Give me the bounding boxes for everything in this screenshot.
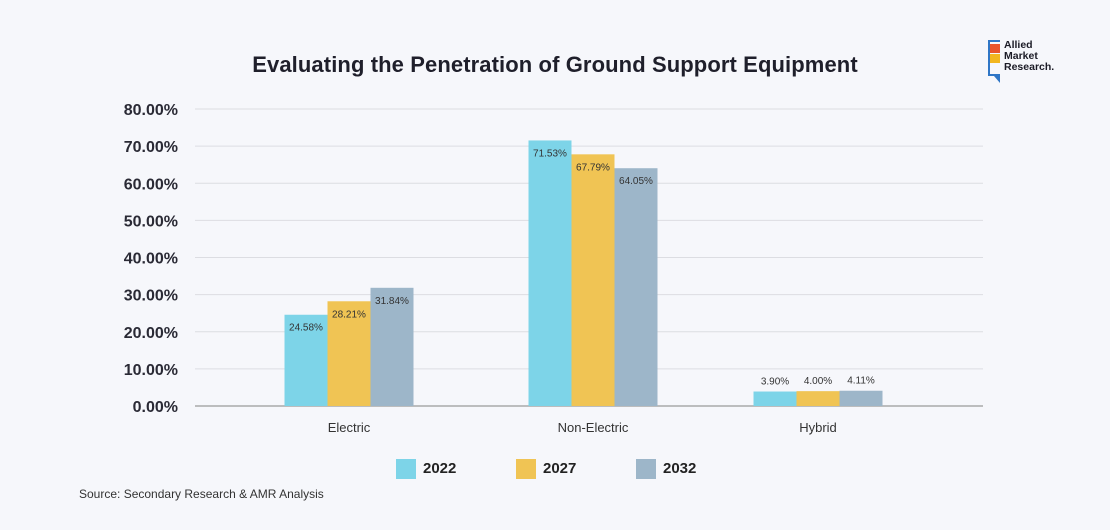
data-label: 64.05%: [619, 176, 653, 187]
bar-non-electric-2022: [528, 140, 572, 406]
allied-market-research-logo: Allied Market Research.: [986, 38, 1096, 84]
legend-swatch: [636, 459, 656, 479]
bar-hybrid-2032: [839, 390, 883, 406]
data-label: 24.58%: [289, 323, 323, 334]
x-tick-label: Electric: [328, 420, 371, 435]
y-tick-label: 20.00%: [124, 325, 178, 342]
y-tick-label: 50.00%: [124, 213, 178, 230]
data-label: 3.90%: [761, 377, 789, 388]
logo-line: Research.: [1004, 61, 1055, 73]
data-label: 4.00%: [804, 376, 832, 387]
logo-line: Market: [1004, 50, 1038, 62]
bar-hybrid-2022: [753, 391, 797, 406]
bar-electric-2022: [284, 314, 328, 406]
data-label: 4.11%: [847, 376, 875, 387]
y-tick-label: 60.00%: [124, 176, 178, 193]
bar-electric-2027: [327, 301, 371, 406]
legend-label: 2027: [543, 460, 577, 477]
bar-non-electric-2032: [614, 168, 658, 406]
bars-layer: [284, 140, 883, 406]
y-tick-label: 10.00%: [124, 362, 178, 379]
chart-title: Evaluating the Penetration of Ground Sup…: [252, 52, 858, 77]
y-tick-label: 70.00%: [124, 139, 178, 156]
data-label: 67.79%: [576, 162, 610, 173]
x-tick-label: Non-Electric: [558, 420, 629, 435]
legend-label: 2032: [663, 460, 697, 477]
y-tick-label: 0.00%: [133, 399, 178, 416]
logo-wordmark: Allied Market Research.: [1004, 40, 1054, 73]
data-label: 71.53%: [533, 148, 567, 159]
y-tick-label: 80.00%: [124, 102, 178, 119]
data-label: 28.21%: [332, 309, 366, 320]
logo-line: Allied: [1004, 39, 1033, 51]
bar-hybrid-2027: [796, 391, 840, 406]
y-tick-label: 30.00%: [124, 288, 178, 305]
data-label: 31.84%: [375, 296, 409, 307]
legend-label: 2022: [423, 460, 457, 477]
logo-mark-icon: [988, 40, 1002, 83]
bar-electric-2032: [370, 287, 414, 406]
legend-swatch: [516, 459, 536, 479]
bar-non-electric-2027: [571, 154, 615, 406]
labels-layer: 0.00% 10.00% 20.00% 30.00% 40.00% 50.00% 60.00…: [124, 102, 875, 435]
y-tick-label: 40.00%: [124, 251, 178, 268]
x-tick-label: Hybrid: [799, 420, 837, 435]
source-note: Source: Secondary Research & AMR Analysi…: [79, 487, 324, 501]
legend-swatch: [396, 459, 416, 479]
